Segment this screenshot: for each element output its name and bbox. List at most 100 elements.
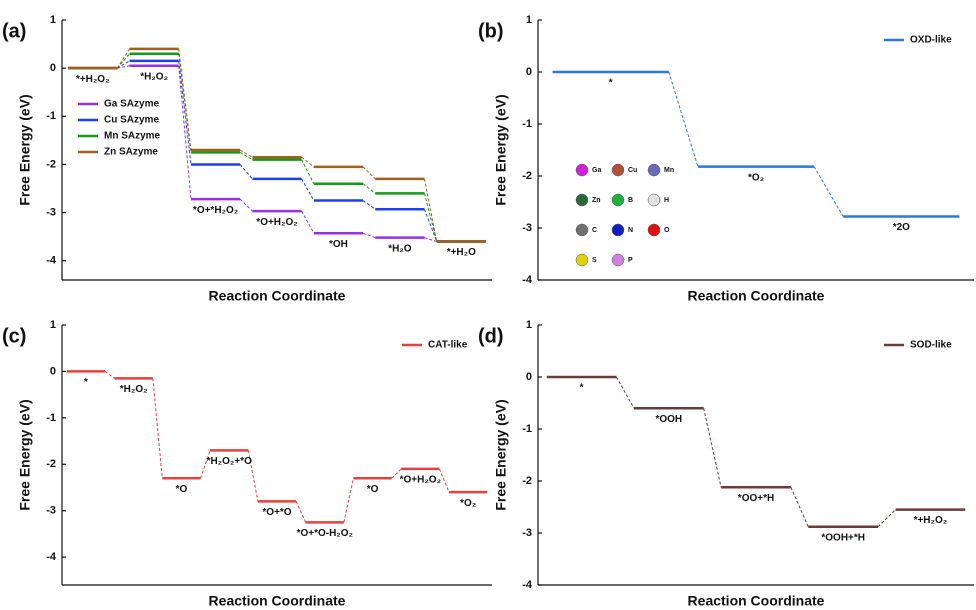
connector [179,49,191,150]
connector [814,167,843,217]
level-label: *O₂ [748,172,764,183]
connector [791,487,808,527]
level-label: * [580,383,584,394]
level-label: * [84,377,88,388]
atom-swatch [576,254,588,266]
x-axis-label: Reaction Coordinate [688,593,825,609]
y-tick-label: -2 [522,170,532,182]
connector [363,233,375,237]
level-label: *O [176,484,188,495]
y-tick-label: -4 [46,551,57,563]
connector [344,478,354,522]
y-axis-label: Free Energy (eV) [17,94,33,205]
legend-label: CAT-like [428,340,468,351]
y-tick-label: -3 [46,206,56,218]
y-tick-label: -2 [522,475,532,487]
x-axis-label: Reaction Coordinate [688,288,825,304]
atom-label: H [664,197,669,204]
panel-label: (a) [2,20,26,42]
level-label: *H₂O [388,243,412,254]
level-label: *O+*H₂O₂ [193,205,238,216]
y-tick-label: 1 [526,319,532,331]
y-tick-label: -2 [46,458,56,470]
connector [878,510,895,527]
connector [704,408,721,487]
atom-swatch [612,254,624,266]
level-label: *+H₂O₂ [914,515,948,526]
y-axis-label: Free Energy (eV) [493,399,509,510]
x-axis-label: Reaction Coordinate [209,288,346,304]
atom-swatch [576,164,588,176]
level-label: *O+*O-H₂O₂ [297,528,353,539]
y-tick-label: -4 [522,579,533,591]
y-tick-label: -3 [522,527,532,539]
connector [669,72,698,167]
atom-swatch [576,224,588,236]
atom-label: Cu [628,167,637,174]
panel-label: (c) [2,325,26,347]
y-tick-label: -3 [522,222,532,234]
level-label: *OOH [655,414,682,425]
level-label: *O+*O [262,507,291,518]
connector [302,157,314,167]
atom-swatch [648,224,660,236]
y-tick-label: -1 [46,412,56,424]
connector [424,209,436,241]
level-label: *O₂ [460,498,476,509]
connector [424,179,436,242]
atom-label: B [628,197,633,204]
y-tick-label: -1 [46,110,56,122]
atom-swatch [576,194,588,206]
panel-label: (d) [478,325,504,347]
y-tick-label: -1 [522,423,532,435]
atom-label: S [592,257,597,264]
connector [296,501,306,522]
connector [302,179,314,201]
connector [105,371,115,378]
level-label: * [609,78,613,89]
legend-label: Zn SAzyme [104,147,158,158]
y-axis-label: Free Energy (eV) [17,399,33,510]
legend-label: Mn SAzyme [104,131,161,142]
connector [363,201,375,210]
y-tick-label: 1 [50,319,56,331]
y-tick-label: 0 [50,62,56,74]
connector [240,164,252,178]
atom-label: N [628,227,633,234]
y-tick-label: 0 [526,371,532,383]
level-label: *OO+*H [738,493,774,504]
atom-label: P [628,257,633,264]
connector [363,167,375,179]
y-tick-label: -4 [46,255,57,267]
y-tick-label: -3 [46,505,56,517]
y-tick-label: 1 [526,14,532,26]
x-axis-label: Reaction Coordinate [209,593,346,609]
y-tick-label: -2 [46,158,56,170]
connector [117,49,129,68]
level-label: *OOH+*H [821,532,865,543]
connector [616,377,633,408]
atom-label: O [664,227,670,234]
level-label: *OH [329,239,348,250]
connector [153,378,163,478]
y-tick-label: -1 [522,118,532,130]
y-tick-label: 0 [526,66,532,78]
level-label: *+H₂O₂ [76,74,110,85]
atom-swatch [648,194,660,206]
legend-label: OXD-like [910,35,952,46]
level-label: *O [367,484,379,495]
atom-swatch [612,194,624,206]
connector [302,211,314,233]
connector [179,66,191,199]
connector [424,238,436,242]
atom-label: Zn [592,197,601,204]
y-tick-label: 1 [50,14,56,26]
legend-label: SOD-like [910,340,952,351]
atom-label: C [592,227,597,234]
y-tick-label: -4 [522,274,533,286]
y-tick-label: 0 [50,365,56,377]
connector [363,184,375,194]
atom-label: Mn [664,167,674,174]
y-axis-label: Free Energy (eV) [493,94,509,205]
atom-swatch [648,164,660,176]
